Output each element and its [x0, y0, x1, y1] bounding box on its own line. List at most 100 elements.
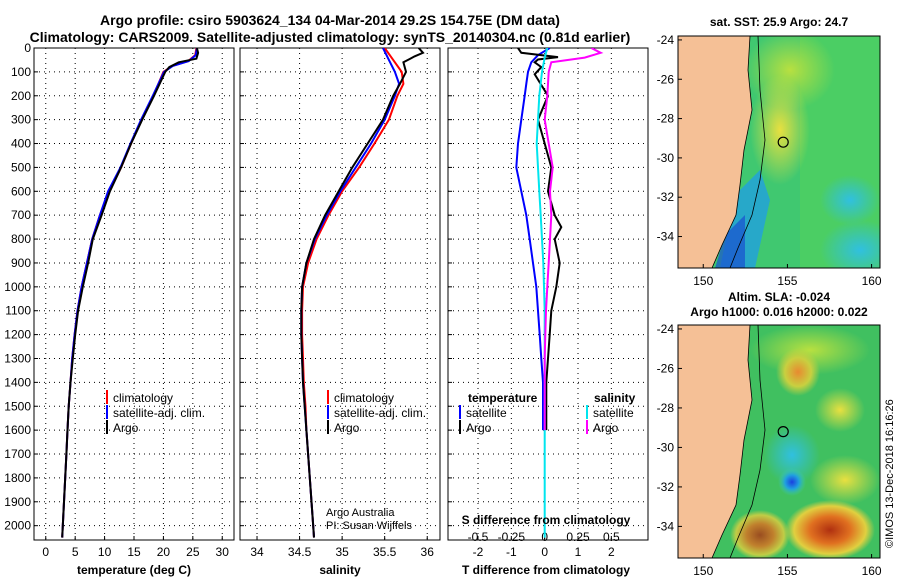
y-tick-label: 2000 [4, 519, 31, 533]
legend-sal-satellite: satellite [593, 406, 634, 420]
x-tick-label: -1 [506, 545, 517, 559]
x-tick-label: 34 [250, 545, 264, 559]
legend-argo: Argo [334, 421, 360, 435]
y-tick-label: 800 [11, 232, 31, 246]
x-tick-label: 2 [608, 545, 615, 559]
y-tick-label: 500 [11, 160, 31, 174]
salinity-xlabel: salinity [319, 563, 361, 577]
map-y-tick-label: -30 [657, 440, 675, 454]
legend-climatology: climatology [113, 391, 173, 405]
sla-map: Altim. SLA: -0.024 Argo h1000: 0.016 h20… [657, 290, 882, 578]
map-y-tick-label: -26 [657, 72, 675, 86]
imos-watermark: ©IMOS 13-Dec-2018 16:16:26 [884, 399, 896, 548]
y-tick-label: 200 [11, 89, 31, 103]
sla-high-east [810, 455, 880, 505]
y-tick-label: 1300 [4, 351, 31, 365]
legend-temperature-header: temperature [468, 391, 538, 405]
sla-eddy-cool [764, 425, 820, 485]
temperature-diff-xlabel: T difference from climatology [462, 563, 630, 577]
legend-temp-satellite: satellite [466, 406, 507, 420]
legend-temp-argo: Argo [466, 421, 492, 435]
x-tick-label: 0 [541, 545, 548, 559]
credit-line1: Argo Australia [326, 507, 395, 519]
legend-satellite: satellite-adj. clim. [113, 406, 205, 420]
y-tick-label: 1800 [4, 471, 31, 485]
legend-argo: Argo [113, 421, 139, 435]
x-tick-label: 1 [575, 545, 582, 559]
sst-australia-land [678, 36, 753, 268]
sst-cold-coastal-core [715, 215, 745, 268]
argo-float-marker [777, 136, 789, 148]
legend-sal-argo: Argo [593, 421, 619, 435]
map-y-tick-label: -24 [657, 33, 675, 47]
sla-map-title2: Argo h1000: 0.016 h2000: 0.022 [690, 305, 868, 319]
series-temperature-argo [517, 48, 563, 431]
legend-satellite: satellite-adj. clim. [334, 406, 426, 420]
x-tick-label: 35.5 [373, 545, 397, 559]
sst-map: sat. SST: 25.9 Argo: 24.7 150 155 160 -24 -2… [657, 15, 882, 288]
legend-salinity-header: salinity [594, 391, 636, 405]
y-tick-label: 600 [11, 184, 31, 198]
secondary-tick-label: -0.25 [498, 530, 526, 544]
series-salinity-satellite [535, 48, 549, 538]
difference-legend: temperature satellite Argo salinity sate… [459, 391, 636, 435]
secondary-tick-label: 0.5 [603, 530, 620, 544]
x-tick-label: 0 [42, 545, 49, 559]
secondary-tick-label: -0.5 [468, 530, 489, 544]
sla-eddy-warm-mid [815, 388, 865, 432]
difference-panel: -2 -1 0 1 2-0.5 -0.25 0 0.25 0.5 S difference fr… [447, 47, 649, 577]
series-salinity-argo [543, 48, 604, 431]
credit-line2: PI: Susan Wijffels [326, 520, 412, 532]
x-tick-label: 15 [127, 545, 141, 559]
y-tick-label: 1700 [4, 447, 31, 461]
y-tick-label: 1900 [4, 495, 31, 509]
x-tick-label: 5 [72, 545, 79, 559]
map-y-tick-label: -26 [657, 361, 675, 375]
map-y-tick-label: -34 [657, 519, 675, 533]
y-tick-label: 1000 [4, 280, 31, 294]
sst-cool-south [820, 220, 880, 268]
sla-eddy-hot-south [785, 500, 875, 558]
map-y-tick-label: -32 [657, 480, 675, 494]
y-tick-label: 1600 [4, 423, 31, 437]
sst-map-frame [677, 35, 881, 269]
salinity-panel: 34 34.5 35 35.5 36 salinity Argo Australia P… [239, 47, 441, 577]
map-x-tick-label: 155 [777, 274, 797, 288]
x-tick-label: 30 [216, 545, 230, 559]
y-tick-label: 1100 [5, 304, 31, 318]
map-y-tick-label: -24 [657, 322, 675, 336]
series-argo [300, 48, 425, 538]
y-tick-label: 400 [11, 137, 31, 151]
salinity-diff-xlabel: S difference from climatology [462, 513, 631, 527]
y-tick-label: 1200 [4, 328, 31, 342]
sst-warm-current [750, 75, 810, 185]
map-y-tick-label: -34 [657, 230, 675, 244]
sst-map-title: sat. SST: 25.9 Argo: 24.7 [710, 15, 849, 29]
sst-cool-patch [820, 175, 880, 225]
sla-map-title1: Altim. SLA: -0.024 [728, 290, 830, 304]
map-y-tick-label: -28 [657, 112, 675, 126]
map-x-tick-label: 155 [777, 564, 797, 578]
sst-isobath [729, 36, 766, 268]
temperature-panel: 0 5 10 15 20 25 300100200300400500600700800900… [4, 41, 235, 577]
map-y-tick-label: -32 [657, 190, 675, 204]
y-tick-label: 1500 [4, 399, 31, 413]
y-tick-label: 900 [11, 256, 31, 270]
map-x-tick-label: 160 [862, 564, 882, 578]
map-y-tick-label: -30 [657, 151, 675, 165]
x-tick-label: 10 [98, 545, 112, 559]
map-y-tick-label: -28 [657, 401, 675, 415]
figure-title-line1: Argo profile: csiro 5903624_134 04-Mar-2… [100, 12, 560, 28]
x-tick-label: 34.5 [288, 545, 312, 559]
sla-australia-land [678, 325, 753, 558]
y-tick-label: 1400 [4, 375, 31, 389]
legend-climatology: climatology [334, 391, 394, 405]
sla-map-frame [677, 324, 881, 559]
x-tick-label: 36 [421, 545, 435, 559]
y-tick-label: 100 [11, 65, 31, 79]
y-tick-label: 300 [11, 113, 31, 127]
x-tick-label: -2 [473, 545, 484, 559]
map-x-tick-label: 150 [693, 274, 713, 288]
figure-title-line2: Climatology: CARS2009. Satellite-adjuste… [30, 29, 631, 45]
map-x-tick-label: 160 [862, 274, 882, 288]
